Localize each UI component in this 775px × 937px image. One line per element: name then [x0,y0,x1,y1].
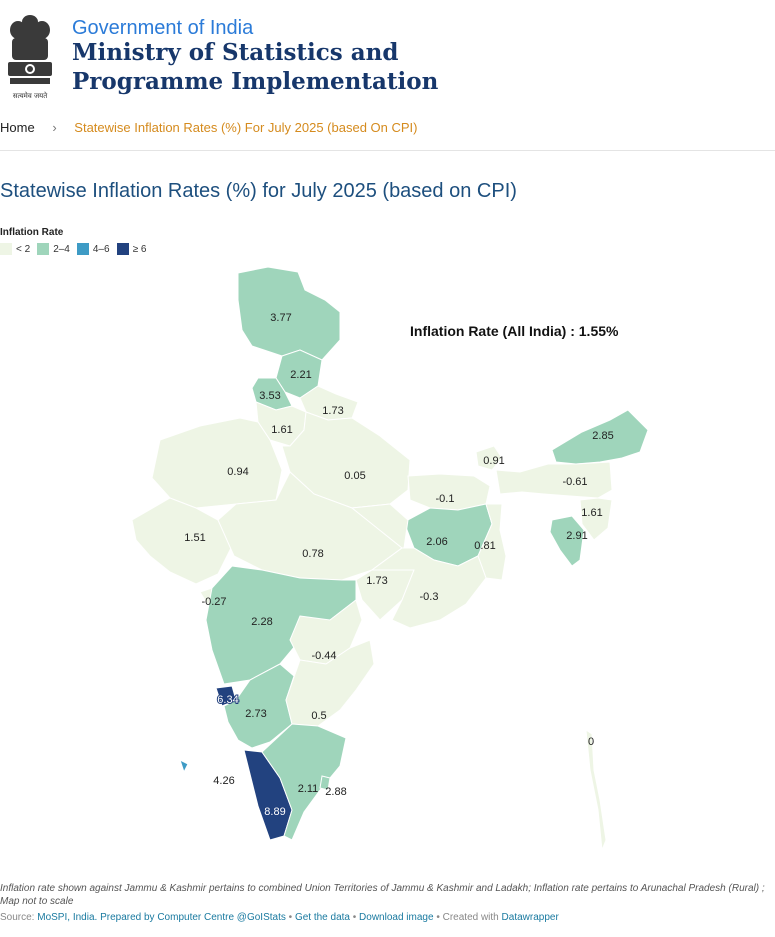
chevron-right-icon: › [52,120,57,135]
breadcrumb-current: Statewise Inflation Rates (%) For July 2… [74,120,418,135]
value-label-odisha: -0.3 [420,591,439,603]
source-line: Source: MoSPI, India. Prepared by Comput… [0,912,559,923]
region-assam[interactable] [495,461,613,499]
value-label-bihar: -0.1 [436,493,455,505]
region-arunachal-pradesh[interactable] [551,409,649,465]
value-label-dadra-and-nagar-haveli-and-daman-and-diu: -0.27 [201,596,226,608]
legend-title: Inflation Rate [0,227,64,238]
value-label-chhattisgarh: 1.73 [366,575,387,587]
legend-swatch [37,243,50,255]
value-label-telangana: -0.44 [311,650,336,662]
value-label-assam: -0.61 [562,476,587,488]
value-label-arunachal-pradesh: 2.85 [592,430,613,442]
government-label: Government of India [72,17,254,39]
all-india-annotation: Inflation Rate (All India) : 1.55% [410,323,619,339]
legend-item-2-4: 2–4 [37,243,70,255]
source-period: . [94,912,101,923]
legend-item-lt2: < 2 [0,243,30,255]
page-title: Statewise Inflation Rates (%) for July 2… [0,180,517,202]
value-label-madhya-pradesh: 0.78 [302,548,323,560]
value-label-sikkim: 0.91 [483,455,504,467]
region-sikkim[interactable] [475,445,503,471]
value-label-puducherry: 2.88 [325,786,346,798]
value-label-jammu-and-kashmir-and-ladakh: 3.77 [270,312,291,324]
region-lakshadweep[interactable] [179,759,189,774]
value-label-uttar-pradesh: 0.05 [344,470,365,482]
breadcrumb-home-link[interactable]: Home [0,120,35,135]
value-label-andaman-and-nicobar-islands: 0 [588,736,594,748]
download-image-link[interactable]: Download image [359,912,434,923]
legend-label: 4–6 [92,243,110,255]
ministry-line-2: Programme Implementation [72,68,439,95]
prepared-by-link[interactable]: Prepared by Computer Centre @GoIStats [100,912,286,923]
separator-dot: • [433,912,443,923]
national-emblem-icon[interactable]: सत्यमेव जयते [0,8,60,104]
region-puducherry[interactable] [319,775,331,791]
value-label-andhra-pradesh: 0.5 [311,710,326,722]
region-tripura[interactable] [549,515,585,567]
legend-label: < 2 [16,243,31,255]
value-label-west-bengal: 0.81 [474,540,495,552]
value-label-tripura: 2.91 [566,530,587,542]
legend-item-ge6: ≥ 6 [116,243,147,255]
value-label-tamil-nadu: 2.11 [298,783,319,795]
created-with-prefix: Created with [442,912,502,923]
value-label-punjab: 3.53 [259,390,280,402]
source-prefix: Source: [0,912,38,923]
value-label-haryana: 1.61 [271,424,292,436]
separator-dot: • [349,912,360,923]
ministry-name[interactable]: Ministry of Statistics and Programme Imp… [72,38,438,96]
value-label-goa: 6.34 [217,694,238,706]
value-label-kerala: 8.89 [264,806,285,818]
map-footnote: Inflation rate shown against Jammu & Kas… [0,883,765,907]
source-link[interactable]: MoSPI, India [37,912,95,923]
region-gujarat[interactable] [131,497,233,585]
value-label-karnataka: 2.73 [245,708,266,720]
legend-swatch [0,243,12,255]
breadcrumb: Home › Statewise Inflation Rates (%) For… [0,120,418,136]
region-mizoram[interactable] [579,497,613,541]
legend-label: 2–4 [53,243,70,255]
region-odisha[interactable] [370,547,487,629]
region-west-bengal[interactable] [477,503,507,581]
region-andaman-and-nicobar-islands[interactable] [585,728,607,851]
india-choropleth-map[interactable]: 3.77 2.21 3.53 1.73 1.61 0.94 0.05 0.91 2.85 -0.6… [0,255,775,875]
value-label-mizoram: 1.61 [581,507,602,519]
map-regions [131,266,649,851]
get-data-link[interactable]: Get the data [294,912,350,923]
value-label-maharashtra: 2.28 [251,616,272,628]
legend-label: ≥ 6 [132,243,147,255]
value-label-himachal-pradesh: 2.21 [290,369,311,381]
emblem-motto: सत्यमेव जयते [13,91,48,100]
value-label-jharkhand: 2.06 [426,536,447,548]
region-rajasthan[interactable] [151,417,283,509]
datawrapper-link[interactable]: Datawrapper [501,912,559,923]
legend-swatch [116,243,129,255]
map-legend: < 2 2–4 4–6 ≥ 6 [0,243,153,255]
site-header: सत्यमेव जयते Government of India Ministr… [0,0,775,110]
value-label-uttarakhand: 1.73 [322,405,343,417]
value-label-lakshadweep: 4.26 [213,775,234,787]
value-label-gujarat: 1.51 [184,532,205,544]
ministry-line-1: Ministry of Statistics and [72,39,399,66]
region-tamil-nadu[interactable] [261,723,347,841]
legend-swatch [76,243,89,255]
header-divider [0,150,775,151]
value-label-rajasthan: 0.94 [227,466,248,478]
legend-item-4-6: 4–6 [76,243,110,255]
map-labels: 3.77 2.21 3.53 1.73 1.61 0.94 0.05 0.91 2.85 -0.6… [184,312,613,819]
separator-dot: • [285,912,295,923]
